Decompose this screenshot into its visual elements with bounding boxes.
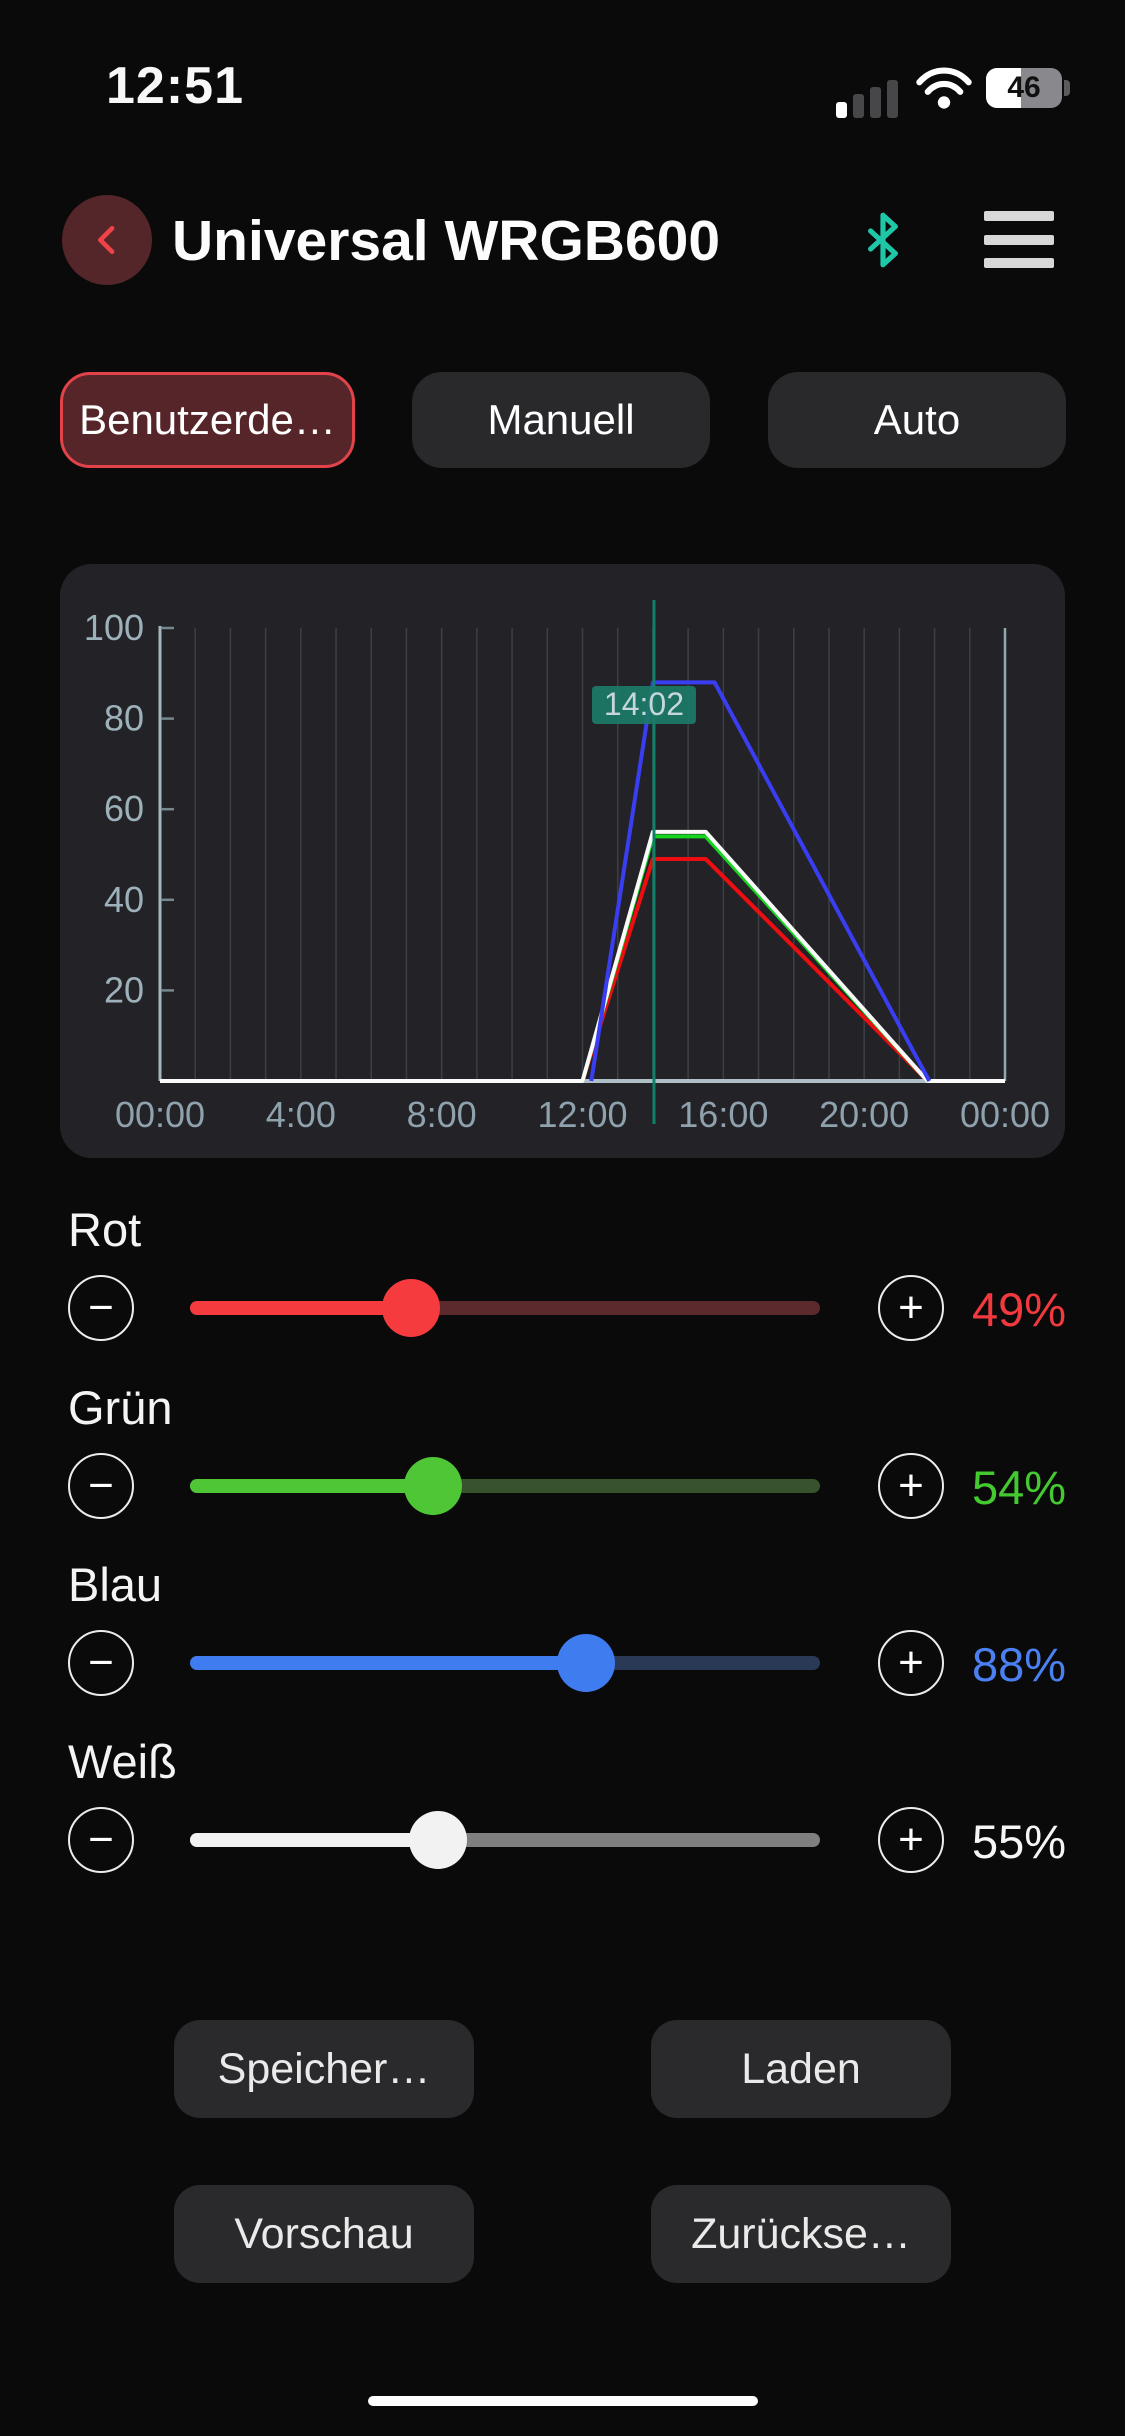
tab-benutzerdefiniert[interactable]: Benutzerde… (60, 372, 355, 468)
track-fill (190, 1656, 586, 1670)
plus-button[interactable]: + (878, 1630, 944, 1696)
battery-fill (986, 68, 1021, 108)
slider-track[interactable] (190, 1811, 820, 1869)
load-button[interactable]: Laden (651, 2020, 951, 2118)
reset-button[interactable]: Zurückse… (651, 2185, 951, 2283)
slider-row-weiss: Weiß − + 55% (0, 1728, 1125, 1906)
plus-button[interactable]: + (878, 1275, 944, 1341)
svg-text:100: 100 (84, 607, 144, 648)
slider-label: Rot (68, 1203, 142, 1256)
slider-label: Grün (68, 1381, 173, 1434)
preview-button[interactable]: Vorschau (174, 2185, 474, 2283)
status-time: 12:51 (106, 57, 244, 115)
wifi-icon (916, 67, 972, 109)
slider-thumb[interactable] (404, 1457, 462, 1515)
slider-value: 49% (972, 1283, 1067, 1336)
slider-row-rot: Rot − + 49% (0, 1196, 1125, 1374)
schedule-chart[interactable]: 20 40 60 80 100 00:00 4:00 8:00 12:00 16:00 20:00 0… (60, 564, 1065, 1158)
track-fill (190, 1479, 433, 1493)
signal-bar (836, 102, 847, 118)
svg-text:00:00: 00:00 (115, 1094, 205, 1135)
svg-text:14:02: 14:02 (604, 686, 684, 722)
track-fill (190, 1301, 411, 1315)
slider-row-gruen: Grün − + 54% (0, 1374, 1125, 1552)
slider-track[interactable] (190, 1279, 820, 1337)
signal-bar (887, 80, 898, 118)
tab-manuell[interactable]: Manuell (412, 372, 710, 468)
menu-bar (984, 234, 1054, 245)
battery-percent: 46 (1007, 71, 1041, 104)
slider-track[interactable] (190, 1634, 820, 1692)
svg-text:16:00: 16:00 (678, 1094, 768, 1135)
svg-text:20: 20 (104, 969, 144, 1010)
track-fill (190, 1833, 438, 1847)
slider-thumb[interactable] (557, 1634, 615, 1692)
battery-cap (1064, 80, 1070, 96)
signal-bar (853, 94, 864, 118)
tab-auto[interactable]: Auto (768, 372, 1066, 468)
slider-value: 54% (972, 1461, 1067, 1514)
menu-bar (984, 211, 1054, 221)
slider-thumb[interactable] (408, 1811, 467, 1869)
signal-bar (870, 87, 881, 118)
minus-button[interactable]: − (68, 1453, 134, 1519)
slider-row-blau: Blau − + 88% (0, 1551, 1125, 1729)
home-indicator[interactable] (368, 2396, 758, 2406)
slider-value: 55% (972, 1815, 1067, 1868)
svg-text:4:00: 4:00 (266, 1094, 336, 1135)
bluetooth-icon (868, 212, 898, 268)
page-title: Universal WRGB600 (172, 209, 721, 273)
svg-text:60: 60 (104, 788, 144, 829)
slider-thumb[interactable] (381, 1279, 440, 1337)
svg-text:12:00: 12:00 (537, 1094, 627, 1135)
hamburger-menu-button[interactable] (984, 211, 1054, 268)
battery-icon: 46 (986, 68, 1062, 108)
slider-label: Weiß (68, 1735, 177, 1788)
svg-text:80: 80 (104, 698, 144, 739)
slider-track[interactable] (190, 1457, 820, 1515)
save-button[interactable]: Speicher… (174, 2020, 474, 2118)
minus-button[interactable]: − (68, 1807, 134, 1873)
plus-button[interactable]: + (878, 1807, 944, 1873)
svg-text:20:00: 20:00 (819, 1094, 909, 1135)
minus-button[interactable]: − (68, 1275, 134, 1341)
schedule-chart-card: 20 40 60 80 100 00:00 4:00 8:00 12:00 16:00 20:00 0… (60, 564, 1065, 1158)
svg-text:40: 40 (104, 879, 144, 920)
svg-text:8:00: 8:00 (407, 1094, 477, 1135)
minus-button[interactable]: − (68, 1630, 134, 1696)
back-button[interactable] (62, 195, 152, 285)
chevron-left-icon (98, 225, 115, 255)
slider-value: 88% (972, 1638, 1067, 1691)
slider-label: Blau (68, 1558, 163, 1611)
cellular-signal-icon (836, 74, 906, 118)
svg-text:00:00: 00:00 (960, 1094, 1050, 1135)
plus-button[interactable]: + (878, 1453, 944, 1519)
menu-bar (984, 258, 1054, 268)
